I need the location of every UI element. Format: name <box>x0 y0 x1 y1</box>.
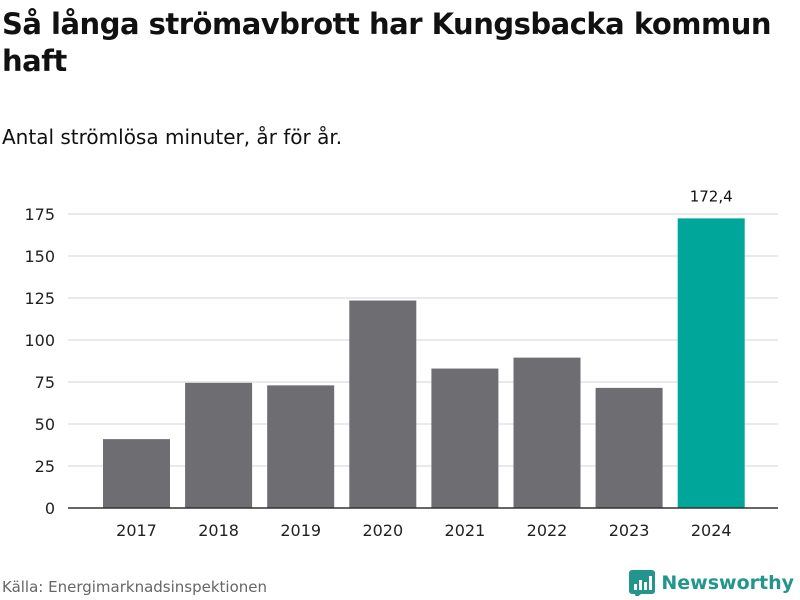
x-tick-label: 2023 <box>609 521 650 540</box>
bar-2021 <box>431 368 499 508</box>
y-tick-label: 175 <box>24 205 55 224</box>
y-tick-label: 100 <box>24 331 55 350</box>
bar-2022 <box>513 357 581 508</box>
y-tick-label: 125 <box>24 289 55 308</box>
labels: 0 25 50 75 100 125 150 175 2017 2018 2019 2020 2021 2… <box>24 187 732 540</box>
bar-2024 <box>677 218 745 509</box>
bar-2019 <box>267 385 335 508</box>
bar-2017 <box>103 439 170 508</box>
bar-2023 <box>595 387 663 508</box>
gridlines <box>68 213 778 467</box>
brand: Newsworthy <box>629 570 794 596</box>
x-tick-label: 2019 <box>280 521 321 540</box>
chart-title: Så långa strömavbrott har Kungsbacka kom… <box>2 7 772 78</box>
y-tick-label: 25 <box>35 457 55 476</box>
source-note: Källa: Energimarknadsinspektionen <box>2 578 268 596</box>
x-tick-label: 2020 <box>362 521 403 540</box>
chart-subtitle: Antal strömlösa minuter, år för år. <box>2 125 343 149</box>
bars <box>103 218 745 509</box>
y-tick-label: 0 <box>45 499 55 518</box>
x-tick-label: 2021 <box>445 521 486 540</box>
x-tick-label: 2022 <box>527 521 568 540</box>
x-tick-label: 2018 <box>198 521 239 540</box>
data-label: 172,4 <box>690 187 733 205</box>
bar-2020 <box>349 300 417 508</box>
y-tick-label: 75 <box>35 373 55 392</box>
x-tick-label: 2024 <box>691 521 732 540</box>
bar-chart-logo-icon <box>629 570 656 596</box>
bar-2018 <box>185 382 253 508</box>
brand-name: Newsworthy <box>661 572 794 594</box>
x-tick-label: 2017 <box>116 521 157 540</box>
y-tick-label: 150 <box>24 247 55 266</box>
y-tick-label: 50 <box>35 415 55 434</box>
